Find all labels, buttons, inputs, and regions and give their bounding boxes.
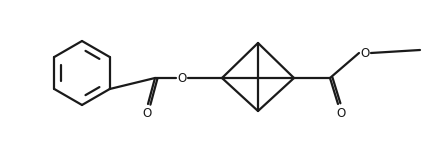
Text: O: O	[361, 47, 370, 60]
Text: O: O	[177, 71, 187, 85]
Text: O: O	[143, 107, 152, 120]
Text: O: O	[337, 107, 346, 120]
